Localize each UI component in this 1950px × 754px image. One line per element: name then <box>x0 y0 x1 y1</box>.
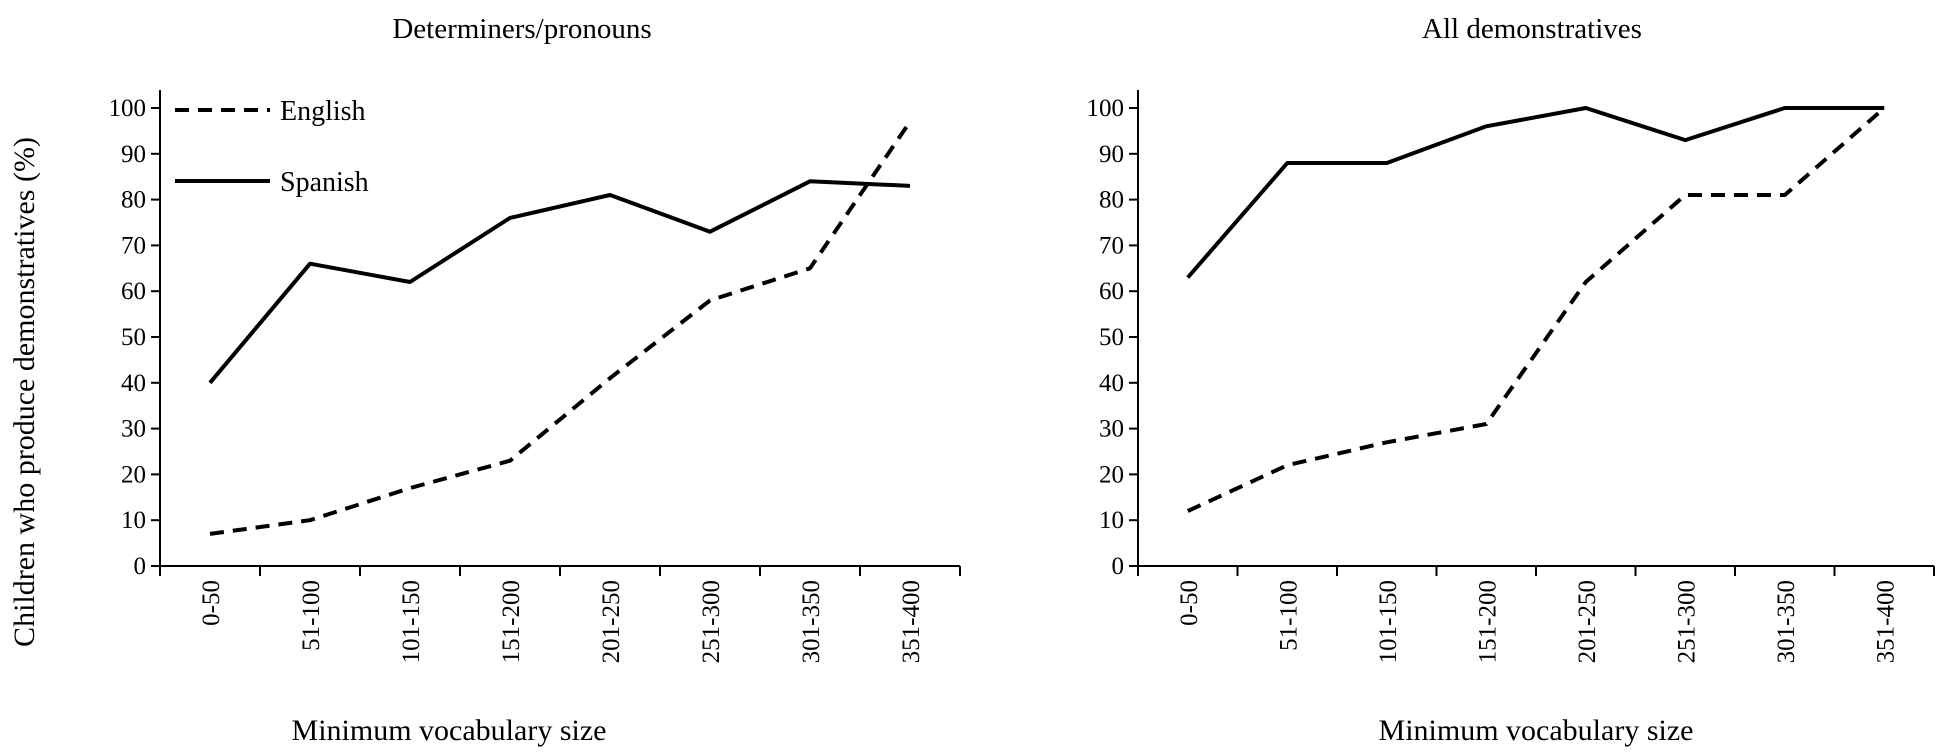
y-tick-label: 40 <box>121 370 146 397</box>
y-tick-label: 50 <box>1099 324 1124 351</box>
x-tick-label: 351-400 <box>898 580 925 663</box>
axes: 0 10 20 30 40 50 60 70 80 90 100 0-50 51-100 101-150 1… <box>109 90 961 663</box>
y-tick-label: 80 <box>1099 187 1124 214</box>
y-tick-label: 10 <box>1099 507 1124 534</box>
x-tick-label: 201-250 <box>598 580 625 663</box>
series-line-spanish <box>208 179 911 385</box>
y-tick-label: 20 <box>121 461 146 488</box>
y-tick-label: 90 <box>1099 141 1124 168</box>
legend-label-spanish: Spanish <box>280 167 369 198</box>
axes: 0 10 20 30 40 50 60 70 80 90 100 0-50 51-100 101-150 1… <box>1087 90 1935 663</box>
x-tick-label: 301-350 <box>798 580 825 663</box>
legend-label-english: English <box>280 96 366 127</box>
plot-lines <box>1186 106 1886 513</box>
y-tick-label: 70 <box>121 232 146 259</box>
chart-title: All demonstratives <box>1422 13 1642 45</box>
x-axis-title: Minimum vocabulary size <box>1379 714 1694 747</box>
x-tick-label: 0-50 <box>1176 580 1203 626</box>
y-tick-label: 30 <box>1099 416 1124 443</box>
x-axis-title: Minimum vocabulary size <box>292 714 607 747</box>
x-tick-label: 301-350 <box>1773 580 1800 663</box>
chart-title: Determiners/pronouns <box>392 13 651 45</box>
y-tick-label: 90 <box>121 141 146 168</box>
x-tick-label: 151-200 <box>1474 580 1501 663</box>
x-tick-label: 51-100 <box>1275 580 1302 651</box>
y-tick-label: 40 <box>1099 370 1124 397</box>
y-tick-label: 100 <box>1087 95 1125 122</box>
y-tick-label: 10 <box>121 507 146 534</box>
x-tick-label: 51-100 <box>298 580 325 651</box>
x-tick-label: 101-150 <box>1375 580 1402 663</box>
y-tick-label: 60 <box>1099 278 1124 305</box>
y-tick-label: 60 <box>121 278 146 305</box>
x-tick-label: 101-150 <box>398 580 425 663</box>
y-tick-label: 80 <box>121 187 146 214</box>
y-tick-label: 50 <box>121 324 146 351</box>
chart-all-demonstratives: All demonstratives Minimum vocabulary si… <box>1087 13 1935 747</box>
series-line-english <box>209 120 912 536</box>
y-tick-label: 20 <box>1099 461 1124 488</box>
y-tick-label: 30 <box>121 416 146 443</box>
y-tick-label: 0 <box>134 553 147 580</box>
series-line-english <box>1186 106 1886 513</box>
y-tick-label: 0 <box>1112 553 1125 580</box>
x-tick-label: 251-300 <box>1673 580 1700 663</box>
y-axis-title: Children who produce demonstratives (%) <box>8 137 41 647</box>
x-tick-label: 0-50 <box>198 580 225 626</box>
series-line-spanish <box>1186 106 1885 279</box>
legend: English Spanish <box>175 96 369 198</box>
x-tick-label: 201-250 <box>1574 580 1601 663</box>
y-tick-label: 70 <box>1099 232 1124 259</box>
y-tick-label: 100 <box>109 95 147 122</box>
x-tick-label: 251-300 <box>698 580 725 663</box>
plot-lines <box>208 120 912 536</box>
x-tick-label: 151-200 <box>498 580 525 663</box>
chart-determiners-pronouns: Determiners/pronouns Minimum vocabulary … <box>109 13 961 747</box>
x-tick-label: 351-400 <box>1872 580 1899 663</box>
